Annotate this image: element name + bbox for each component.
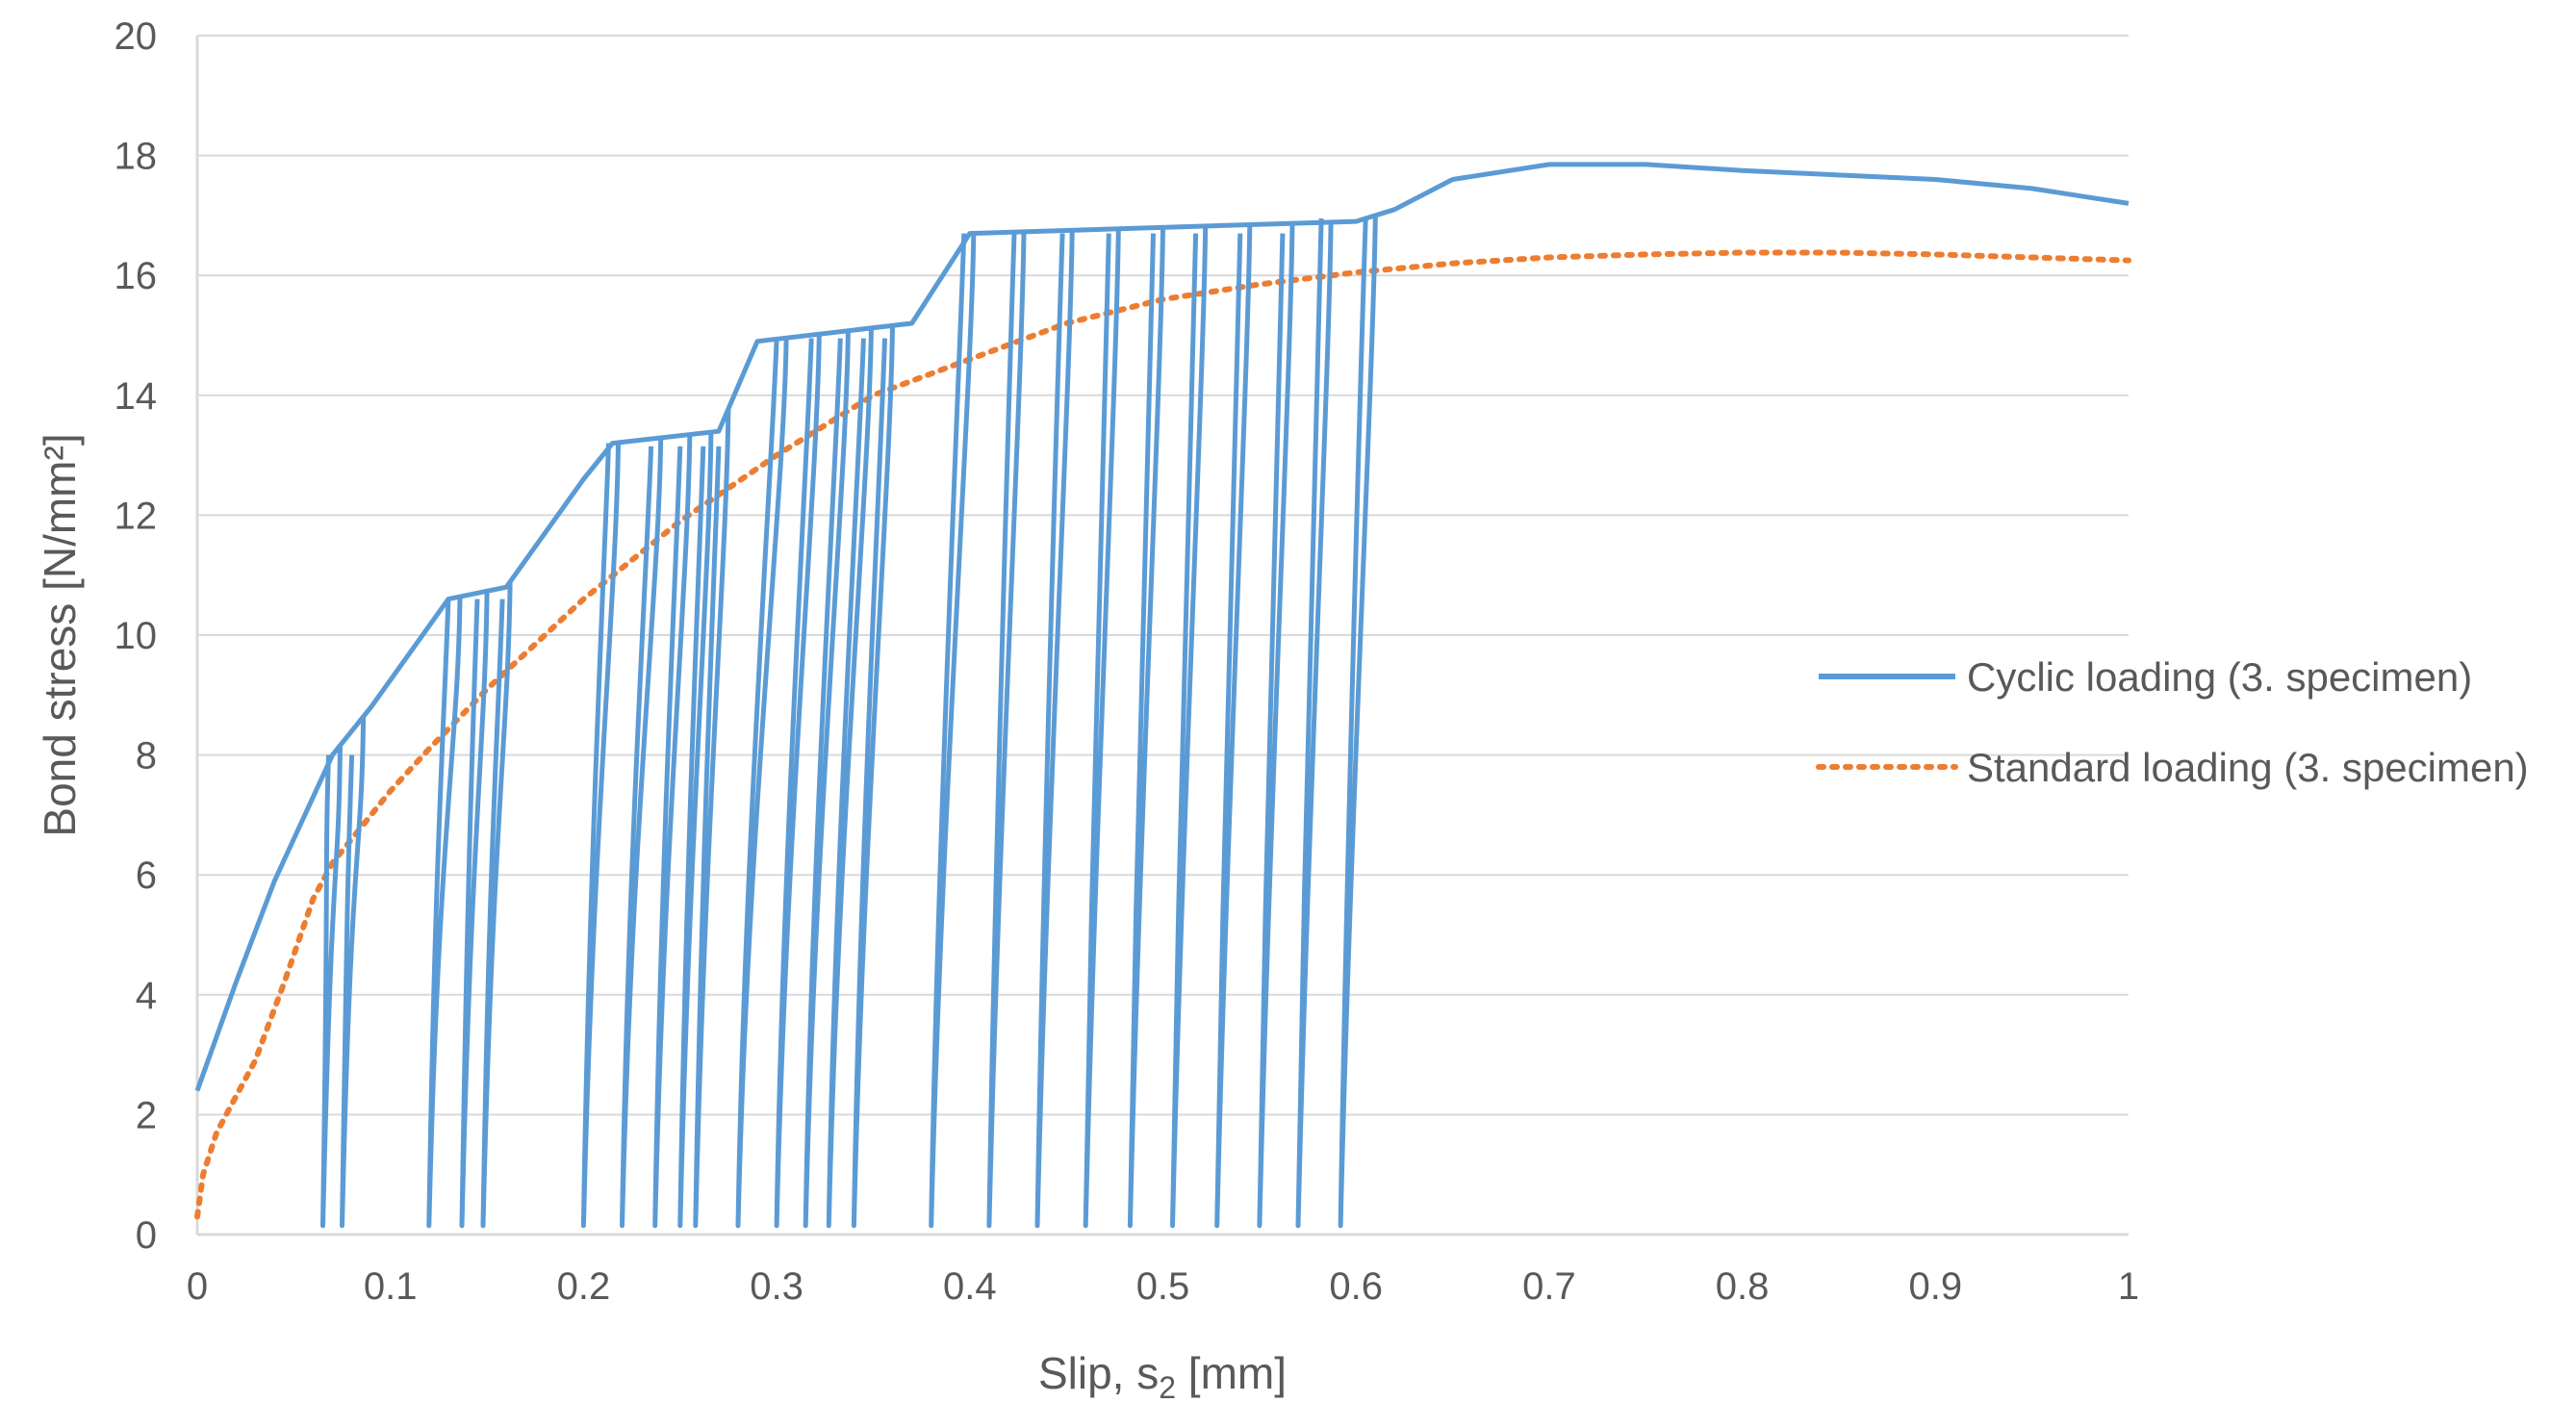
y-tick-label: 20: [115, 15, 158, 58]
x-tick-label: 0.2: [557, 1265, 611, 1308]
y-tick-label: 8: [136, 735, 157, 778]
cyclic-loop-6: [580, 442, 621, 1229]
y-tick-labels: 0 2 4 6 8 10 12 14 16 18 20: [115, 15, 158, 1257]
cyclic-loop-21: [1170, 225, 1209, 1229]
series-layer: [194, 162, 2131, 1229]
x-tick-label: 0.8: [1716, 1265, 1770, 1308]
y-tick-label: 12: [115, 495, 158, 537]
y-tick-label: 10: [115, 615, 158, 657]
y-tick-label: 2: [136, 1094, 157, 1136]
y-axis-title: Bond stress [N/mm²]: [35, 433, 85, 836]
cyclic-loop-18: [1034, 230, 1075, 1229]
y-tick-label: 16: [115, 255, 158, 297]
y-tick-label: 0: [136, 1214, 157, 1257]
x-tick-label: 0.4: [943, 1265, 997, 1308]
x-tick-label: 0.7: [1522, 1265, 1576, 1308]
cyclic-loop-2: [340, 716, 367, 1229]
axes: [195, 36, 2129, 1237]
x-tick-label: 0.3: [750, 1265, 803, 1308]
cyclic-loop-23: [1257, 223, 1295, 1229]
cyclic-loop-9: [677, 432, 714, 1229]
y-tick-label: 18: [115, 136, 158, 178]
x-tick-label: 0.9: [1908, 1265, 1962, 1308]
cyclic-loop-25: [1338, 215, 1378, 1229]
x-axis-title: Slip, s2 [mm]: [1038, 1348, 1287, 1405]
cyclic-loop-13: [803, 330, 851, 1229]
cyclic-loop-5: [480, 581, 513, 1229]
cyclic-loop-16: [929, 233, 977, 1229]
cyclic-loop-20: [1127, 227, 1165, 1229]
x-axis-title-subscript: 2: [1159, 1370, 1176, 1405]
cyclic-loop-3: [426, 597, 463, 1229]
cyclic-loop-15: [851, 325, 895, 1229]
legend: Cyclic loading (3. specimen) Standard lo…: [1816, 654, 2529, 790]
legend-label-standard: Standard loading (3. specimen): [1967, 745, 2529, 790]
y-tick-label: 6: [136, 854, 157, 897]
cyclic-loop-7: [620, 437, 664, 1229]
cyclic-loop-14: [826, 327, 874, 1229]
x-tick-labels: 0 0.1 0.2 0.3 0.4 0.5 0.6 0.7 0.8 0.9 1: [187, 1265, 2139, 1308]
cyclic-loop-4: [459, 591, 490, 1229]
cyclic-loop-1: [320, 745, 343, 1229]
x-axis-title-unit: [mm]: [1176, 1348, 1287, 1398]
x-axis-title-main: Slip, s: [1038, 1348, 1159, 1398]
x-tick-label: 0.1: [364, 1265, 418, 1308]
cyclic-loop-17: [986, 231, 1027, 1229]
cyclic-loop-8: [652, 434, 693, 1229]
y-tick-label: 4: [136, 975, 157, 1017]
y-tick-label: 14: [115, 375, 158, 418]
x-tick-label: 0.6: [1329, 1265, 1383, 1308]
legend-label-cyclic: Cyclic loading (3. specimen): [1967, 654, 2472, 700]
cyclic-loop-12: [774, 334, 822, 1229]
cyclic-loop-19: [1083, 228, 1121, 1229]
cyclic-loop-24: [1295, 217, 1334, 1229]
x-tick-label: 0.5: [1136, 1265, 1190, 1308]
cyclic-loop-22: [1214, 224, 1253, 1229]
x-tick-label: 1: [2118, 1265, 2139, 1308]
x-tick-label: 0: [187, 1265, 208, 1308]
series-cyclic-loading-envelope: [194, 162, 2130, 1092]
gridlines: [197, 35, 2129, 1116]
cyclic-loop-10: [693, 408, 731, 1229]
cyclic-loop-11: [735, 338, 789, 1229]
